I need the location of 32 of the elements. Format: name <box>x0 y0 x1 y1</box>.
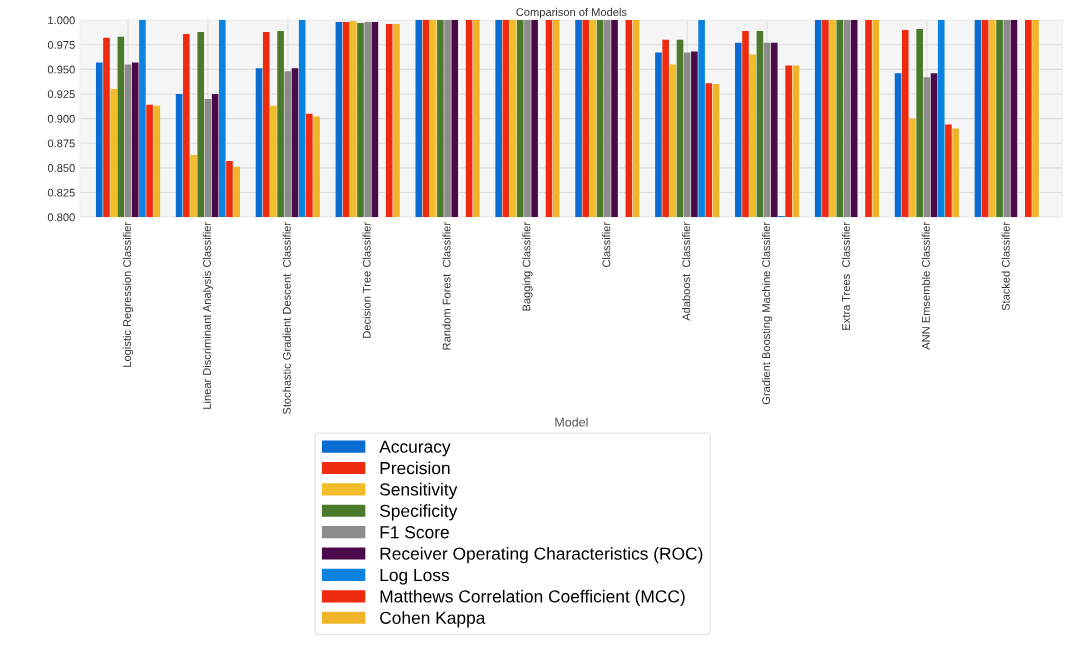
legend-label: Sensitivity <box>380 482 458 500</box>
y-tick-label: 0.975 <box>47 40 75 49</box>
x-tick-label: Gradient Boosting Machine Classifier <box>761 222 773 405</box>
chart-title: Comparison of Models <box>516 7 627 19</box>
x-tick-label: Adaboost Classifier <box>682 222 691 321</box>
legend-label: Cohen Kappa <box>380 611 486 628</box>
x-tick-label: ANN Emsemble Classifier <box>921 222 930 350</box>
x-axis-title: Model <box>555 417 588 427</box>
legend-label: Log Loss <box>380 569 450 585</box>
x-tick-label: Stacked Classifier <box>1001 222 1010 311</box>
legend-label: Accuracy <box>379 440 451 457</box>
legend-label: F1 Score <box>380 526 449 539</box>
legend-label: Precision <box>380 461 450 475</box>
x-tick-label: Extra Trees Classifier <box>841 222 850 330</box>
legend-label: Matthews Correlation Coefficient (MCC) <box>380 589 685 606</box>
x-tick-label: Stochastic Gradient Descent Classifier <box>282 222 291 415</box>
y-tick-label: 0.900 <box>47 114 75 123</box>
y-tick-label: 0.875 <box>47 139 75 148</box>
y-tick-label: 0.850 <box>47 164 75 172</box>
legend-label: Specificity <box>380 504 458 521</box>
y-tick-label: 0.800 <box>47 213 75 222</box>
x-tick-label: Logistic Regression Classifier <box>122 222 134 367</box>
y-tick-label: 0.925 <box>47 90 75 99</box>
y-tick-label: 0.825 <box>47 188 75 197</box>
x-tick-label: Classifier <box>602 222 611 268</box>
legend-label: Receiver Operating Characteristics (ROC) <box>380 547 703 564</box>
x-tick-label: Bagging Classifier <box>522 222 533 311</box>
y-tick-label: 1.000 <box>48 16 75 25</box>
x-tick-label: Random Forest Classifier <box>442 222 451 350</box>
x-tick-label: Decision Tree Classifier <box>362 222 371 338</box>
y-tick-label: 0.950 <box>47 65 75 74</box>
x-tick-label: Linear Discriminant Analysis Classifier <box>202 222 214 409</box>
